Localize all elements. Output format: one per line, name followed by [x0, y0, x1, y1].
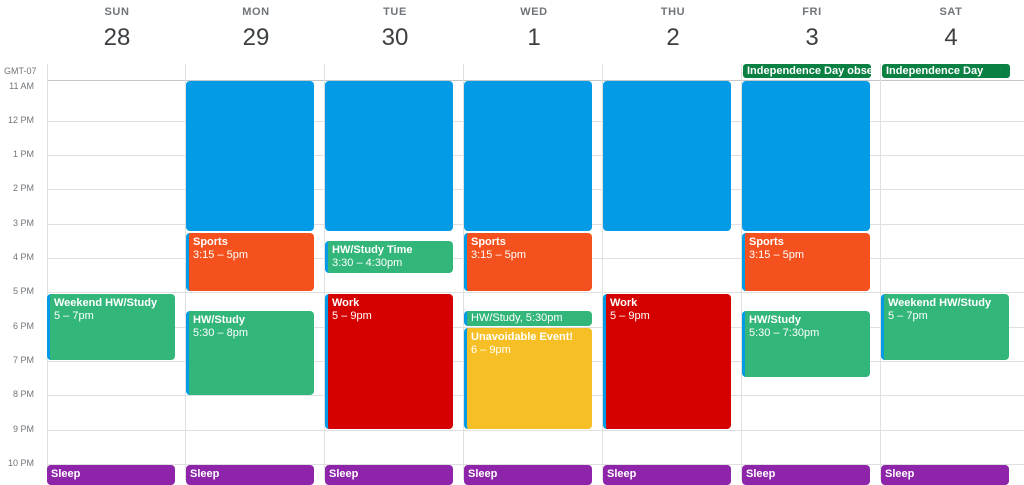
hour-label: 10 PM	[7, 458, 34, 468]
event-title: Sleep	[885, 468, 915, 480]
day-number[interactable]: 29	[242, 24, 270, 51]
day-number[interactable]: 3	[805, 24, 819, 51]
hour-label: 2 PM	[12, 183, 34, 193]
event-time: 6 – 9pm	[471, 344, 511, 356]
blue-event-block[interactable]	[603, 81, 731, 231]
event-hw-study[interactable]: HW/Study 5:30 – 7:30pm	[742, 311, 870, 377]
day-number[interactable]: 28	[103, 24, 131, 51]
day-name: TUE	[383, 6, 407, 18]
blue-event-block[interactable]	[464, 81, 592, 231]
event-time: 5:30 – 7:30pm	[749, 327, 820, 339]
event-title: HW/Study	[193, 314, 245, 326]
event-time: 3:30 – 4:30pm	[332, 257, 403, 269]
event-sports[interactable]: Sports 3:15 – 5pm	[464, 233, 592, 291]
event-sports[interactable]: Sports 3:15 – 5pm	[186, 233, 314, 291]
event-sports[interactable]: Sports 3:15 – 5pm	[742, 233, 870, 291]
event-title: Work	[332, 297, 360, 309]
event-work[interactable]: Work 5 – 9pm	[325, 294, 453, 429]
hour-label: 6 PM	[12, 321, 34, 331]
event-title: HW/Study	[749, 314, 801, 326]
day-column-divider	[324, 64, 325, 480]
event-weekend-hw-study[interactable]: Weekend HW/Study 5 – 7pm	[881, 294, 1009, 360]
hour-line	[47, 464, 1024, 465]
event-time: 5 – 7pm	[888, 310, 928, 322]
hour-label: 3 PM	[12, 218, 34, 228]
day-column-divider	[880, 64, 881, 480]
blue-event-block[interactable]	[325, 81, 453, 231]
event-title: Weekend HW/Study	[888, 297, 992, 309]
event-title: Sleep	[746, 468, 776, 480]
day-column-divider	[463, 64, 464, 480]
hour-label: 7 PM	[12, 355, 34, 365]
day-name: WED	[520, 6, 548, 18]
event-sleep[interactable]: Sleep	[186, 465, 314, 485]
event-title: Sleep	[329, 468, 359, 480]
event-unavoidable[interactable]: Unavoidable Event! 6 – 9pm	[464, 328, 592, 429]
event-title: Sleep	[468, 468, 498, 480]
event-time: 5 – 9pm	[610, 310, 650, 322]
hour-line	[47, 430, 1024, 431]
blue-event-block[interactable]	[742, 81, 870, 231]
hour-line	[47, 292, 1024, 293]
event-hw-study[interactable]: HW/Study, 5:30pm	[464, 311, 592, 326]
hour-label: 12 PM	[7, 115, 34, 125]
event-time: 5 – 7pm	[54, 310, 94, 322]
event-sleep[interactable]: Sleep	[47, 465, 175, 485]
day-column-divider	[47, 64, 48, 480]
event-time: 3:15 – 5pm	[193, 249, 249, 261]
hour-label: 8 PM	[12, 389, 34, 399]
event-sleep[interactable]: Sleep	[603, 465, 731, 485]
hour-label: 9 PM	[12, 424, 34, 434]
hour-label: 4 PM	[12, 252, 34, 262]
day-number[interactable]: 2	[666, 24, 680, 51]
event-sleep[interactable]: Sleep	[742, 465, 870, 485]
event-time: 5:30 – 8pm	[193, 327, 249, 339]
allday-divider	[47, 80, 1024, 81]
event-title: Sleep	[607, 468, 637, 480]
event-sleep[interactable]: Sleep	[881, 465, 1009, 485]
event-hw-study-time[interactable]: HW/Study Time 3:30 – 4:30pm	[325, 241, 453, 273]
event-title: Unavoidable Event!	[471, 331, 574, 343]
day-name: SUN	[104, 6, 130, 18]
event-time: 5 – 9pm	[332, 310, 372, 322]
event-sleep[interactable]: Sleep	[464, 465, 592, 485]
day-name: SAT	[939, 6, 963, 18]
event-title: Sleep	[51, 468, 81, 480]
day-name: THU	[660, 6, 686, 18]
event-title: Sports	[471, 236, 506, 248]
timezone-label: GMT-07	[4, 66, 37, 76]
event-time: 3:15 – 5pm	[471, 249, 527, 261]
event-title: Sports	[749, 236, 784, 248]
event-weekend-hw-study[interactable]: Weekend HW/Study 5 – 7pm	[47, 294, 175, 360]
event-hw-study[interactable]: HW/Study 5:30 – 8pm	[186, 311, 314, 395]
blue-event-block[interactable]	[186, 81, 314, 231]
event-work[interactable]: Work 5 – 9pm	[603, 294, 731, 429]
event-time: 3:15 – 5pm	[749, 249, 805, 261]
day-name: MON	[242, 6, 270, 18]
day-column-divider	[741, 64, 742, 480]
day-column-divider	[185, 64, 186, 480]
event-title: Work	[610, 297, 638, 309]
event-sleep[interactable]: Sleep	[325, 465, 453, 485]
day-number[interactable]: 4	[944, 24, 958, 51]
hour-label: 5 PM	[12, 286, 34, 296]
day-number[interactable]: 1	[527, 24, 541, 51]
hour-label: 1 PM	[12, 149, 34, 159]
event-title: HW/Study Time	[332, 244, 413, 256]
hour-label: 11 AM	[9, 81, 34, 91]
event-title: Weekend HW/Study	[54, 297, 158, 309]
event-title: Sports	[193, 236, 228, 248]
day-name: FRI	[802, 6, 822, 18]
day-column-divider	[602, 64, 603, 480]
hour-line	[47, 327, 1024, 328]
allday-event-independence-day[interactable]: Independence Day	[882, 64, 1010, 78]
allday-event-independence-day-observed[interactable]: Independence Day observed	[743, 64, 871, 78]
event-title: HW/Study, 5:30pm	[471, 312, 563, 324]
day-number[interactable]: 30	[381, 24, 409, 51]
event-title: Sleep	[190, 468, 220, 480]
